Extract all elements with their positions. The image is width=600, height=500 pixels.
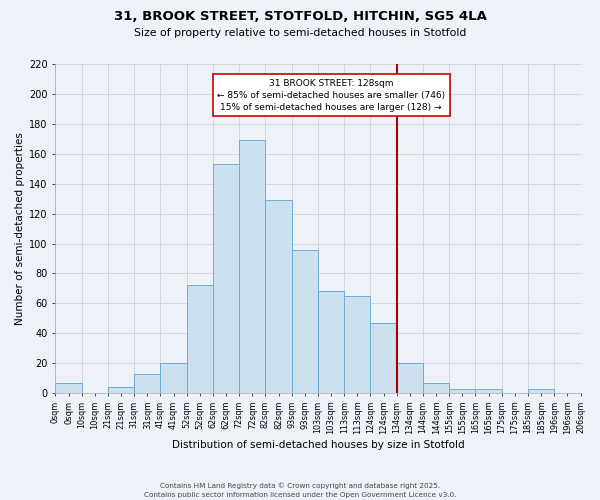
Text: Contains HM Land Registry data © Crown copyright and database right 2025.: Contains HM Land Registry data © Crown c…: [160, 482, 440, 489]
Bar: [292, 250, 318, 393]
Y-axis label: Number of semi-detached properties: Number of semi-detached properties: [15, 132, 25, 325]
X-axis label: Distribution of semi-detached houses by size in Stotfold: Distribution of semi-detached houses by …: [172, 440, 464, 450]
Text: Size of property relative to semi-detached houses in Stotfold: Size of property relative to semi-detach…: [134, 28, 466, 38]
Bar: [265, 200, 292, 393]
Text: 31, BROOK STREET, STOTFOLD, HITCHIN, SG5 4LA: 31, BROOK STREET, STOTFOLD, HITCHIN, SG5…: [113, 10, 487, 23]
Bar: [423, 382, 449, 393]
Bar: [55, 382, 82, 393]
Bar: [397, 364, 423, 393]
Bar: [370, 323, 397, 393]
Bar: [213, 164, 239, 393]
Bar: [475, 388, 502, 393]
Bar: [187, 286, 213, 393]
Bar: [239, 140, 265, 393]
Bar: [528, 388, 554, 393]
Bar: [134, 374, 160, 393]
Text: Contains public sector information licensed under the Open Government Licence v3: Contains public sector information licen…: [144, 492, 456, 498]
Bar: [344, 296, 370, 393]
Bar: [108, 387, 134, 393]
Bar: [449, 388, 475, 393]
Bar: [160, 364, 187, 393]
Bar: [318, 292, 344, 393]
Text: 31 BROOK STREET: 128sqm
← 85% of semi-detached houses are smaller (746)
15% of s: 31 BROOK STREET: 128sqm ← 85% of semi-de…: [217, 79, 445, 112]
